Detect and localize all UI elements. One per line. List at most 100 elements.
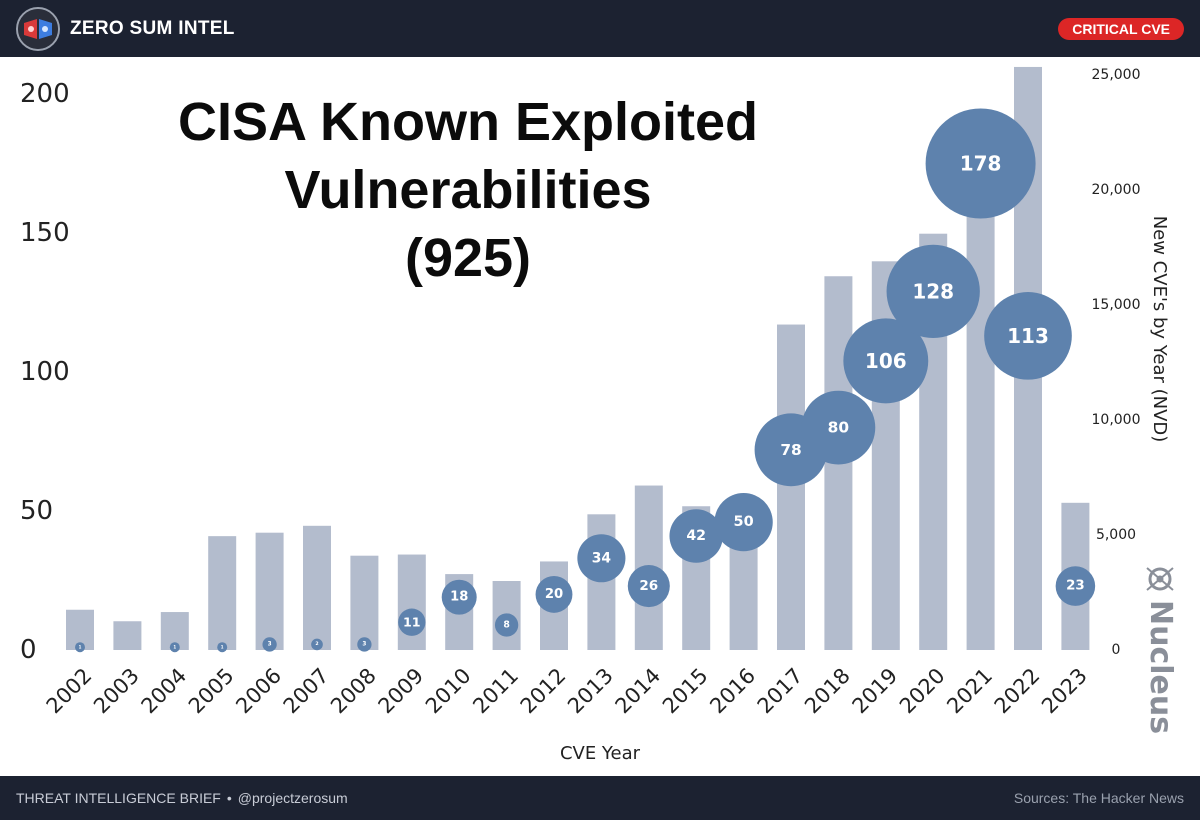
x-tick-2006: 2006 xyxy=(231,664,286,719)
bubble-label-2005: 1 xyxy=(221,645,224,650)
right-tick-label: 20,000 xyxy=(1092,182,1141,198)
bubble-label-2022: 113 xyxy=(1007,324,1049,348)
bubble-2022 xyxy=(984,292,1072,380)
bubble-label-2018: 80 xyxy=(828,419,849,437)
bubble-2013 xyxy=(577,534,626,583)
x-tick-2018: 2018 xyxy=(800,664,855,719)
x-tick-2011: 2011 xyxy=(468,664,523,719)
x-tick-2014: 2014 xyxy=(611,664,666,719)
bubble-2002 xyxy=(75,642,85,653)
bubble-2014 xyxy=(627,565,670,608)
bubble-label-2023: 23 xyxy=(1066,579,1085,594)
left-tick-label: 150 xyxy=(20,218,70,248)
x-tick-2013: 2013 xyxy=(563,664,618,719)
bar-2006 xyxy=(255,532,284,650)
bubble-2004 xyxy=(169,642,180,653)
bubble-2012 xyxy=(535,575,573,613)
chart-title-line-1: CISA Known Exploited xyxy=(178,92,758,152)
right-tick-label: 0 xyxy=(1112,642,1121,658)
bubble-label-2020: 128 xyxy=(912,279,954,303)
chart-title-line-3: (925) xyxy=(405,228,531,288)
x-tick-2022: 2022 xyxy=(990,664,1045,719)
bubble-2019 xyxy=(843,318,929,404)
left-tick-label: 0 xyxy=(20,635,37,665)
bar-series xyxy=(66,66,1090,650)
right-tick-label: 15,000 xyxy=(1092,297,1141,313)
right-tick-label: 25,000 xyxy=(1092,67,1141,83)
x-axis-label: CVE Year xyxy=(560,743,641,764)
x-tick-2004: 2004 xyxy=(137,664,192,719)
left-tick-label: 100 xyxy=(20,357,70,387)
x-tick-2012: 2012 xyxy=(516,664,571,719)
brand-logo-icon xyxy=(16,7,60,51)
x-tick-2005: 2005 xyxy=(184,664,239,719)
right-axis: 0 5,000 10,000 15,000 20,000 25,000 xyxy=(1092,67,1141,658)
bubble-label-2004: 1 xyxy=(173,645,176,650)
bubble-label-2012: 20 xyxy=(545,587,563,602)
bubble-label-2009: 11 xyxy=(403,615,421,630)
right-tick-label: 5,000 xyxy=(1096,527,1136,543)
bubble-label-2008: 3 xyxy=(362,641,366,647)
bubble-label-2011: 8 xyxy=(503,619,509,630)
bubble-label-2007: 2 xyxy=(315,641,318,647)
right-tick-label: 10,000 xyxy=(1092,412,1141,428)
bubble-2018 xyxy=(801,390,876,465)
chart-title-line-2: Vulnerabilities xyxy=(284,160,651,220)
x-tick-2007: 2007 xyxy=(279,664,334,719)
bubble-2011 xyxy=(494,613,519,637)
bubble-label-2015: 42 xyxy=(686,528,706,544)
bubble-label-2019: 106 xyxy=(865,349,907,373)
bubble-label-2002: 1 xyxy=(79,645,82,650)
bubble-2010 xyxy=(441,579,477,615)
bar-2016 xyxy=(729,539,758,650)
footer-sources: Sources: The Hacker News xyxy=(1013,790,1184,806)
footer-bar: THREAT INTELLIGENCE BRIEF • @projectzerosu… xyxy=(0,776,1200,820)
bubble-label-2006: 3 xyxy=(268,641,272,647)
x-tick-2010: 2010 xyxy=(421,664,476,719)
footer-left: THREAT INTELLIGENCE BRIEF • @projectzerosu… xyxy=(16,790,348,806)
bar-2005 xyxy=(208,536,237,650)
nucleus-watermark: Nucleus xyxy=(1143,600,1178,734)
bubble-label-2010: 18 xyxy=(450,590,468,605)
nucleus-logo-icon xyxy=(1146,567,1174,591)
bubble-label-2014: 26 xyxy=(639,578,658,594)
x-tick-2020: 2020 xyxy=(895,664,950,719)
x-tick-2015: 2015 xyxy=(658,664,713,719)
bubble-2006 xyxy=(262,637,277,652)
right-axis-label: New CVE's by Year (NVD) xyxy=(1149,216,1170,443)
bubble-label-2016: 50 xyxy=(734,514,754,530)
bar-2017 xyxy=(777,324,805,650)
x-tick-2017: 2017 xyxy=(753,664,808,719)
x-tick-2016: 2016 xyxy=(705,664,760,719)
x-tick-2009: 2009 xyxy=(374,664,429,719)
bubble-2020 xyxy=(886,244,980,339)
bubble-2008 xyxy=(357,637,372,652)
bar-2007 xyxy=(303,525,331,650)
brand-name: ZERO SUM INTEL xyxy=(70,18,235,39)
left-tick-label: 50 xyxy=(20,496,53,526)
bubble-2023 xyxy=(1055,566,1096,606)
x-tick-2002: 2002 xyxy=(42,664,97,719)
footer-separator: • xyxy=(226,790,232,806)
bubble-2005 xyxy=(217,642,228,653)
bar-2003 xyxy=(113,621,142,650)
bubble-label-2013: 34 xyxy=(592,550,612,566)
top-bar: ZERO SUM INTEL CRITICAL CVE xyxy=(0,0,1200,57)
x-tick-2021: 2021 xyxy=(942,664,997,719)
left-tick-label: 200 xyxy=(20,79,70,109)
x-tick-2023: 2023 xyxy=(1037,664,1092,719)
x-axis: 2002200320042005200620072008200920102011… xyxy=(42,664,1092,719)
bubble-label-2017: 78 xyxy=(780,441,801,459)
footer-brief: THREAT INTELLIGENCE BRIEF xyxy=(16,790,221,806)
bubble-2016 xyxy=(714,492,773,552)
x-tick-2003: 2003 xyxy=(89,664,144,719)
x-tick-2019: 2019 xyxy=(848,664,903,719)
bubble-2007 xyxy=(311,638,323,651)
bubble-2015 xyxy=(669,509,723,563)
x-tick-2008: 2008 xyxy=(326,664,381,719)
footer-handle[interactable]: @projectzerosum xyxy=(237,790,348,806)
bubble-label-2021: 178 xyxy=(960,152,1002,176)
critical-cve-badge: CRITICAL CVE xyxy=(1058,18,1184,40)
